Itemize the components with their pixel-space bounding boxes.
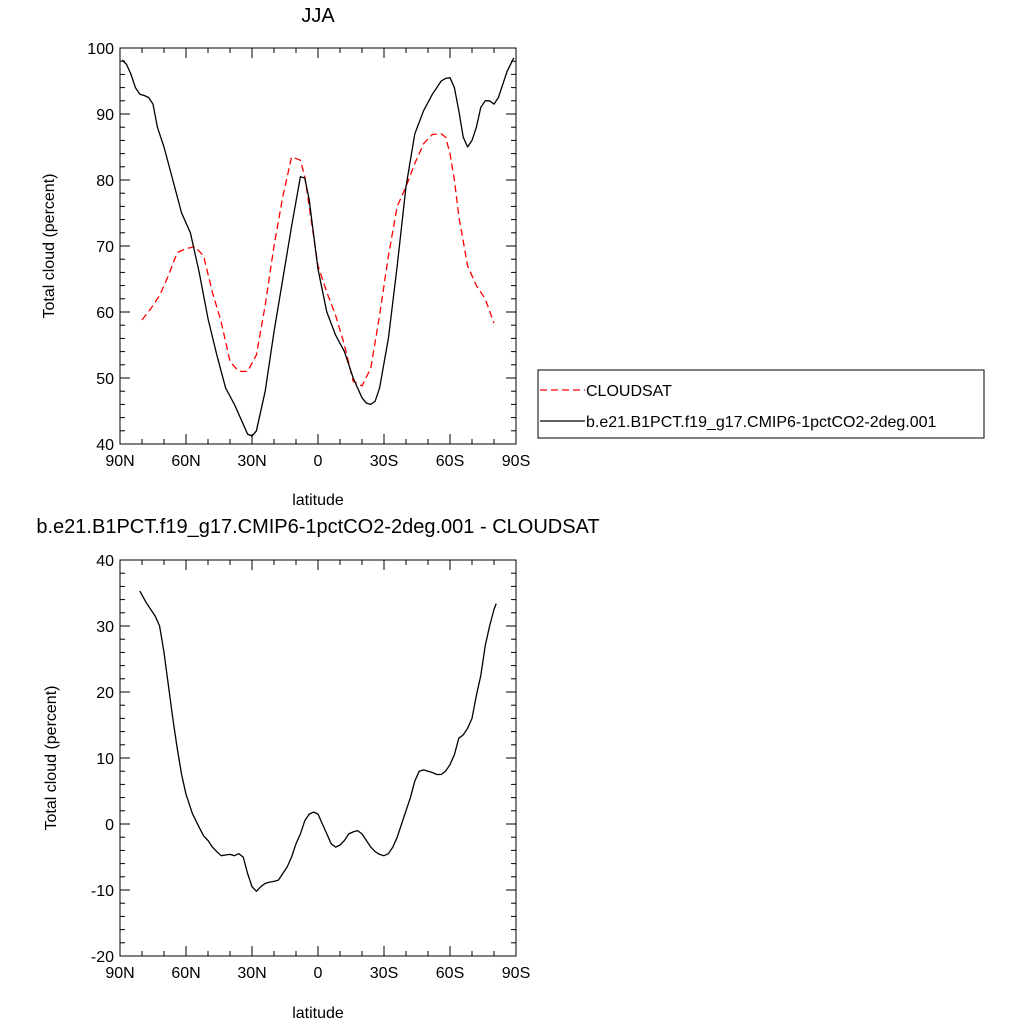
x-tick-label: 90N bbox=[105, 453, 134, 470]
series-line-cloudsat bbox=[141, 133, 495, 387]
x-tick-label: 60S bbox=[436, 453, 464, 470]
top-panel-legend: CLOUDSAT b.e21.B1PCT.f19_g17.CMIP6-1pctC… bbox=[537, 369, 985, 439]
x-tick-label: 60N bbox=[171, 453, 200, 470]
top-panel-xlabel: latitude bbox=[292, 492, 344, 509]
y-tick-label: 100 bbox=[87, 41, 114, 58]
bottom-panel-series bbox=[139, 590, 497, 892]
series-line-model bbox=[121, 57, 515, 437]
y-tick-label: -20 bbox=[91, 949, 114, 966]
y-tick-label: 20 bbox=[96, 685, 114, 702]
y-tick-label: 90 bbox=[96, 107, 114, 124]
legend-label-cloudsat: CLOUDSAT bbox=[586, 383, 672, 400]
y-tick-label: 40 bbox=[96, 437, 114, 454]
x-tick-label: 0 bbox=[314, 453, 323, 470]
bottom-panel-ylabel: Total cloud (percent) bbox=[43, 686, 60, 831]
y-tick-label: 80 bbox=[96, 173, 114, 190]
bottom-panel-ticks: 90N 60N 30N 0 30S 60S 90S -20 -10 0 10 20 30 40 bbox=[91, 553, 530, 982]
top-panel-title: JJA bbox=[301, 5, 335, 27]
y-tick-label: 30 bbox=[96, 619, 114, 636]
y-tick-label: 70 bbox=[96, 239, 114, 256]
y-tick-label: 10 bbox=[96, 751, 114, 768]
x-tick-label: 60N bbox=[171, 965, 200, 982]
y-tick-label: -10 bbox=[91, 883, 114, 900]
x-tick-label: 90N bbox=[105, 965, 134, 982]
bottom-panel: b.e21.B1PCT.f19_g17.CMIP6-1pctCO2-2deg.0… bbox=[36, 516, 599, 1022]
top-panel: JJA latitude Total cloud (percent) 90N 60… bbox=[41, 5, 985, 509]
x-tick-label: 30S bbox=[370, 453, 398, 470]
top-panel-plot-frame bbox=[119, 47, 517, 445]
x-tick-label: 0 bbox=[314, 965, 323, 982]
y-tick-label: 0 bbox=[105, 817, 114, 834]
x-tick-label: 30S bbox=[370, 965, 398, 982]
top-panel-ticks: 90N 60N 30N 0 30S 60S 90S 40 50 60 70 80 90 100 bbox=[87, 41, 530, 470]
x-tick-label: 60S bbox=[436, 965, 464, 982]
y-tick-label: 60 bbox=[96, 305, 114, 322]
x-tick-label: 30N bbox=[237, 965, 266, 982]
y-tick-label: 50 bbox=[96, 371, 114, 388]
legend-label-model: b.e21.B1PCT.f19_g17.CMIP6-1pctCO2-2deg.0… bbox=[586, 414, 937, 431]
series-line-model bbox=[139, 590, 497, 892]
x-tick-label: 90S bbox=[502, 965, 530, 982]
top-panel-series bbox=[121, 57, 515, 437]
top-panel-ylabel: Total cloud (percent) bbox=[41, 174, 58, 319]
y-tick-label: 40 bbox=[96, 553, 114, 570]
x-tick-label: 30N bbox=[237, 453, 266, 470]
legend-box bbox=[537, 369, 985, 439]
bottom-panel-title: b.e21.B1PCT.f19_g17.CMIP6-1pctCO2-2deg.0… bbox=[36, 516, 599, 538]
bottom-panel-xlabel: latitude bbox=[292, 1005, 344, 1022]
x-tick-label: 90S bbox=[502, 453, 530, 470]
